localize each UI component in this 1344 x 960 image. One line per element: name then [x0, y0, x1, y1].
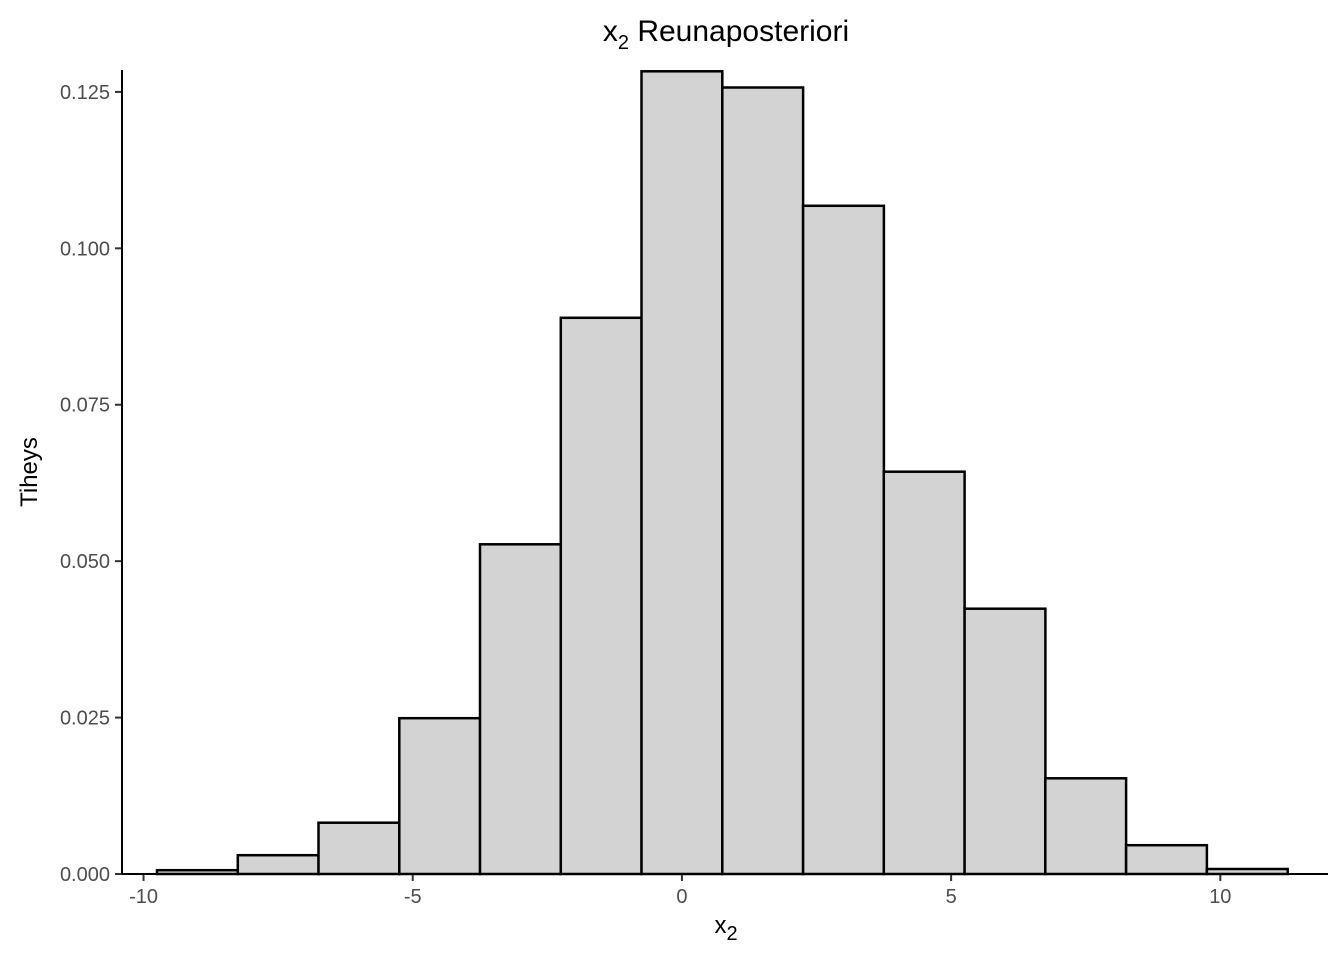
x-tick-label-4: 10	[1209, 886, 1231, 908]
y-axis-title: Tiheys	[16, 437, 43, 507]
histogram-bar-7	[721, 86, 805, 876]
histogram-bar-1	[236, 853, 320, 876]
x-tick-label-3: 5	[946, 886, 957, 908]
histogram-bar-12	[1124, 843, 1209, 876]
y-tick-label-1: 0.025	[60, 708, 110, 730]
y-tick-label-4: 0.100	[60, 238, 110, 260]
y-tick-label-3: 0.075	[60, 395, 110, 417]
x-tick-label-0: -10	[129, 886, 158, 908]
histogram-bar-10	[963, 607, 1047, 876]
histogram-bars	[155, 70, 1289, 876]
y-tick-label-5: 0.125	[60, 82, 110, 104]
y-axis-ticks: 0.000 0.025 0.050 0.075 0.100 0.125	[60, 82, 122, 886]
x-axis-title: x2	[714, 912, 737, 945]
histogram-bar-6	[640, 70, 724, 876]
histogram-bar-4	[478, 543, 563, 876]
histogram-bar-11	[1044, 777, 1128, 876]
x-axis-ticks: -10 -5 0 5 10	[129, 874, 1231, 908]
y-tick-label-0: 0.000	[60, 864, 110, 886]
histogram-bar-8	[801, 204, 886, 876]
y-tick-label-2: 0.050	[60, 551, 110, 573]
histogram-bar-2	[317, 821, 401, 876]
histogram-bar-3	[398, 716, 482, 876]
x-tick-label-2: 0	[676, 886, 687, 908]
histogram-bar-5	[559, 316, 643, 876]
chart-title: x2 Reunaposteriori	[603, 15, 849, 54]
histogram-bar-9	[882, 470, 966, 876]
x-tick-label-1: -5	[404, 886, 422, 908]
